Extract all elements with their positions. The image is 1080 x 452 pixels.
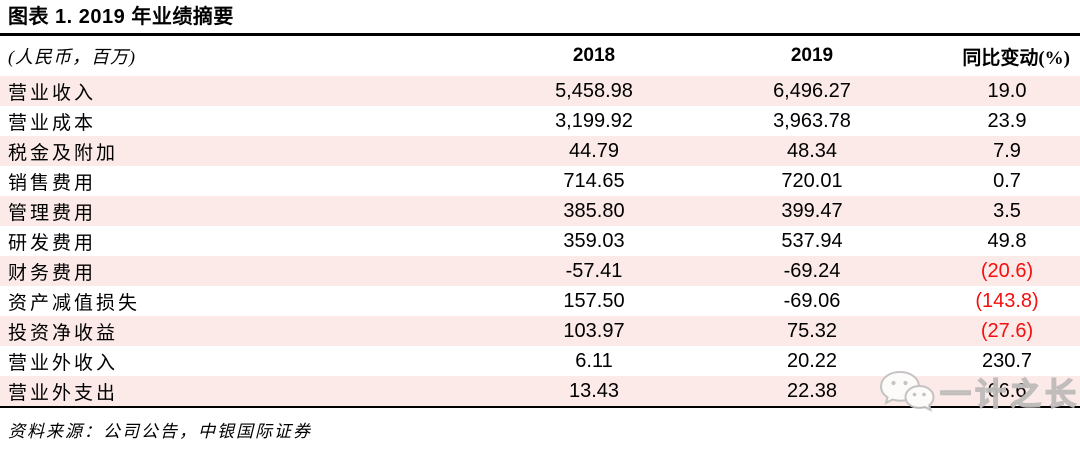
value-2018: 6.11 [575,349,613,372]
unit-label: (人民币，百万) [8,47,136,67]
row-label: 营业收入 [8,82,97,104]
value-change: 23.9 [987,109,1027,132]
table-row: 管理费用 385.80 399.47 3.5 [0,196,1080,226]
row-label: 营业成本 [8,112,97,134]
value-change: (27.6) [980,319,1034,342]
table-body: 营业收入 5,458.98 6,496.27 19.0 营业成本 3,199.92 3,96… [0,76,1080,408]
value-2018: 714.65 [563,169,625,192]
source-note: 资料来源：公司公告，中银国际证券 [8,422,312,441]
value-2019: 22.38 [786,379,838,402]
column-header-2019: 2019 [790,45,834,66]
value-2019: 720.01 [781,169,843,192]
table-header-row: (人民币，百万) 2018 2019 同比变动(%) [0,36,1080,76]
value-2019: 3,963.78 [773,109,851,132]
value-2018: 3,199.92 [555,109,633,132]
value-change: (20.6) [980,259,1034,282]
value-2019: 48.34 [786,139,838,162]
row-label: 研发费用 [8,232,97,254]
value-2019: 6,496.27 [773,79,851,102]
value-2018: 157.50 [563,289,625,312]
value-2019: 399.47 [781,199,843,222]
table-row: 资产减值损失 157.50 -69.06 (143.8) [0,286,1080,316]
table-row: 销售费用 714.65 720.01 0.7 [0,166,1080,196]
table-row: 营业成本 3,199.92 3,963.78 23.9 [0,106,1080,136]
value-change: 19.0 [987,79,1027,102]
value-change: 49.8 [987,229,1027,252]
row-label: 资产减值损失 [8,292,141,314]
table-row: 营业收入 5,458.98 6,496.27 19.0 [0,76,1080,106]
value-2019: 537.94 [781,229,843,252]
table-row: 研发费用 359.03 537.94 49.8 [0,226,1080,256]
value-2018: 44.79 [568,139,620,162]
value-2019: 20.22 [786,349,838,372]
row-label: 财务费用 [8,262,97,284]
value-change: 7.9 [993,139,1021,162]
row-label: 投资净收益 [8,322,119,344]
value-2019: -69.06 [783,289,841,312]
row-label: 营业外支出 [8,382,119,404]
value-change: 0.7 [993,169,1021,192]
row-label: 税金及附加 [8,142,119,164]
table-row: 营业外收入 6.11 20.22 230.7 [0,346,1080,376]
value-2018: 5,458.98 [555,79,633,102]
figure-title: 图表 1. 2019 年业绩摘要 [0,0,1080,36]
value-change: 66.6 [987,379,1027,402]
row-label: 营业外收入 [8,352,119,374]
value-2018: 13.43 [568,379,620,402]
value-2019: 75.32 [786,319,838,342]
row-label: 销售费用 [8,172,97,194]
row-label: 管理费用 [8,202,97,224]
value-2018: 385.80 [563,199,625,222]
value-2018: 359.03 [563,229,625,252]
value-change: 230.7 [981,349,1033,372]
column-header-change: 同比变动(%) [962,47,1070,69]
summary-table: (人民币，百万) 2018 2019 同比变动(%) 营业收入 5,458.98 6… [0,36,1080,408]
table-row: 税金及附加 44.79 48.34 7.9 [0,136,1080,166]
column-header-2018: 2018 [572,45,616,66]
table-row: 投资净收益 103.97 75.32 (27.6) [0,316,1080,346]
value-2019: -69.24 [783,259,841,282]
value-change: 3.5 [993,199,1021,222]
value-2018: 103.97 [563,319,625,342]
table-row: 营业外支出 13.43 22.38 66.6 [0,376,1080,406]
table-row: 财务费用 -57.41 -69.24 (20.6) [0,256,1080,286]
value-change: (143.8) [975,289,1039,312]
value-2018: -57.41 [565,259,623,282]
